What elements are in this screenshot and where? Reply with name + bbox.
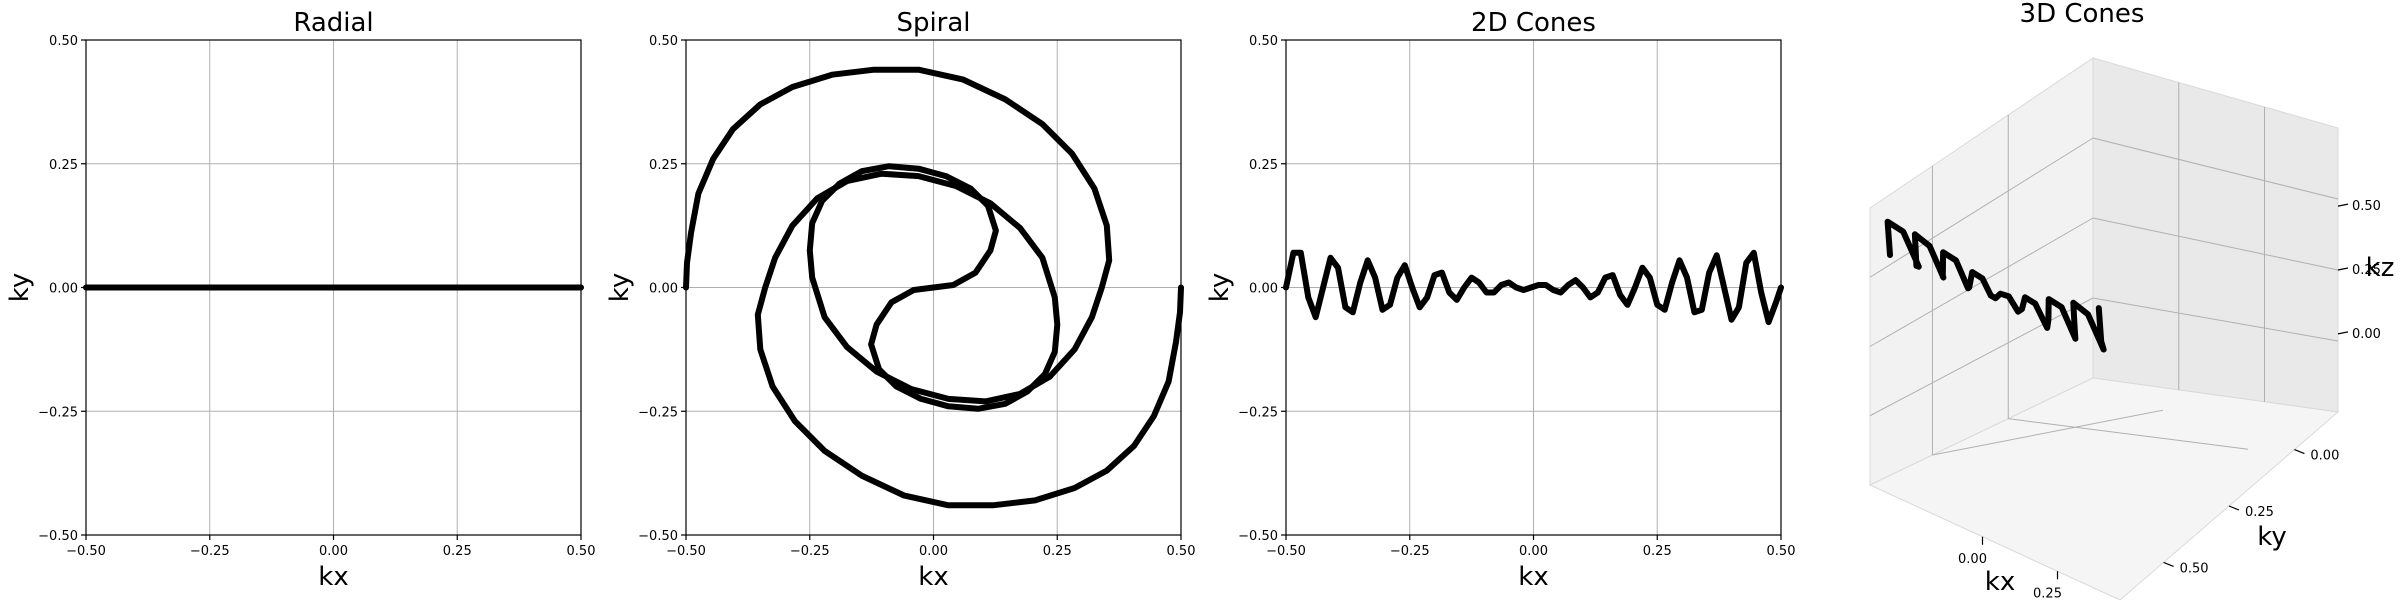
grid-line-z <box>2092 217 2339 271</box>
y-tick-label: 0.00 <box>49 282 78 297</box>
x-tick-label: 0.50 <box>567 544 596 559</box>
y-tick-label: −0.25 <box>38 405 78 420</box>
z-tick-label: 0.25 <box>2352 263 2381 278</box>
series-line <box>683 66 1113 405</box>
x-tick-label: 0.50 <box>1767 544 1796 559</box>
x-axis-label: kx <box>1518 562 1548 592</box>
x-tick-label: 0.25 <box>1643 544 1672 559</box>
y-tick-label: 0.00 <box>1249 282 1278 297</box>
z-tick-label: 0.00 <box>2352 327 2381 342</box>
y-axis-label: ky <box>5 273 35 303</box>
x-tick-label: 0.25 <box>2033 586 2062 600</box>
grid-line-z <box>2092 297 2339 342</box>
grid-line-y <box>2008 418 2249 450</box>
x-axis-label: kx <box>1985 567 2015 597</box>
x-tick-label: −0.25 <box>790 544 830 559</box>
pane-floor <box>1868 377 2340 600</box>
chart-title: 3D Cones <box>2020 0 2145 29</box>
z-axis-label: kz <box>2366 253 2395 283</box>
chart-title: 2D Cones <box>1471 8 1596 38</box>
x-tick-label: 0.50 <box>1167 544 1196 559</box>
y-axis-label: ky <box>2257 522 2287 552</box>
y-tick-label: −0.25 <box>638 405 678 420</box>
x-tick-label: −0.25 <box>190 544 230 559</box>
x-axis-label: kx <box>918 562 948 592</box>
x-tick-label: 0.00 <box>1519 544 1548 559</box>
x-tick-label: 0.00 <box>1958 552 1987 567</box>
x-axis-label: kx <box>318 562 348 592</box>
z-tick <box>2337 331 2349 335</box>
y-tick-label: 0.25 <box>649 158 678 173</box>
grid-line-z <box>1869 297 2094 417</box>
pane-back <box>2092 57 2339 413</box>
y-axis-label: ky <box>605 273 635 303</box>
x-tick-label: 0.00 <box>919 544 948 559</box>
x-tick-label: −0.25 <box>1390 544 1430 559</box>
grid-line-y <box>1932 409 2164 456</box>
y-tick-label: 0.25 <box>49 158 78 173</box>
series-line <box>1884 218 2107 353</box>
y-tick <box>2163 561 2174 567</box>
subplot-2: −0.50 −0.25 0.00 0.25 0.50 −0.50 −0.25 0.00 0.25… <box>605 8 1195 592</box>
y-tick-label: −0.50 <box>638 529 678 544</box>
series-line <box>1283 249 1784 326</box>
y-tick <box>2294 449 2305 455</box>
y-tick-label: 0.25 <box>1249 158 1278 173</box>
x-tick-label: 0.25 <box>443 544 472 559</box>
z-tick <box>2337 203 2349 207</box>
subplot-4: 0.00 0.25 0.50 0.00 0.25 0.50 0.00 0.25 3D Cones… <box>1868 0 2395 600</box>
y-tick <box>2228 505 2240 511</box>
x-tick-label: −0.50 <box>66 544 106 559</box>
subplot-1: −0.50 −0.25 0.00 0.25 0.50 −0.50 −0.25 0.00 0.25… <box>5 8 595 592</box>
y-tick-label: 0.50 <box>649 34 678 49</box>
z-tick-label: 0.50 <box>2352 199 2381 214</box>
grid-line-z <box>2092 137 2339 200</box>
x-tick-label: −0.50 <box>1266 544 1306 559</box>
y-tick-label: 0.50 <box>2180 561 2209 576</box>
y-tick-label: −0.50 <box>38 529 78 544</box>
y-axis-label: ky <box>1205 273 1235 303</box>
y-tick-label: −0.50 <box>1238 529 1278 544</box>
y-tick-label: 0.50 <box>49 34 78 49</box>
y-tick-label: −0.25 <box>1238 405 1278 420</box>
chart-title: Radial <box>293 8 373 38</box>
y-tick-label: 0.25 <box>2245 505 2274 520</box>
y-tick-label: 0.50 <box>1249 34 1278 49</box>
series-line <box>754 170 1184 509</box>
x-tick-label: 0.25 <box>1043 544 1072 559</box>
chart-title: Spiral <box>896 8 970 38</box>
subplot-3: −0.50 −0.25 0.00 0.25 0.50 −0.50 −0.25 0.00 0.25… <box>1205 8 1795 592</box>
y-tick-label: 0.00 <box>649 282 678 297</box>
x-tick-label: 0.00 <box>319 544 348 559</box>
z-tick <box>2337 267 2349 271</box>
grid-line-z <box>1869 137 2094 278</box>
y-tick-label: 0.00 <box>2310 449 2339 464</box>
x-tick-label: −0.50 <box>666 544 706 559</box>
